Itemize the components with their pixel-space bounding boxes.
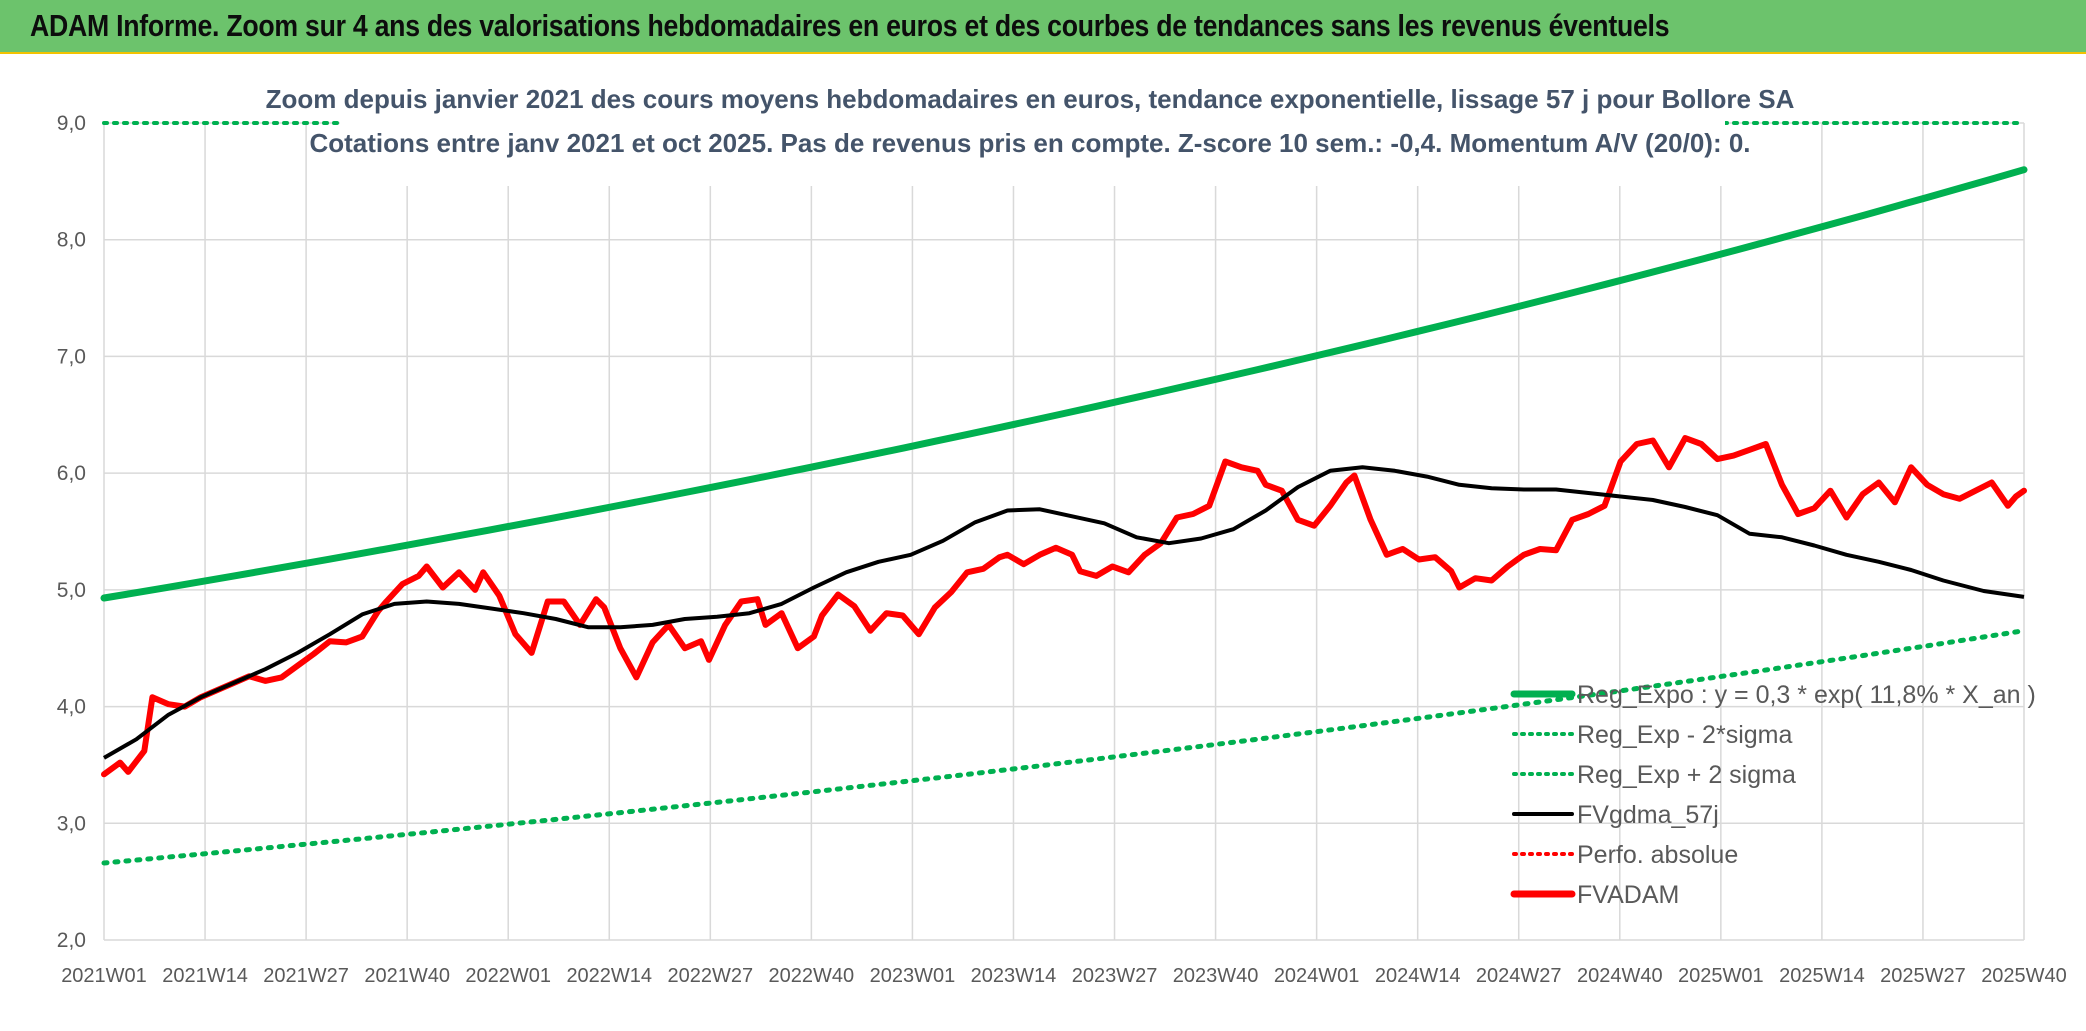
x-tick-label: 2022W01 [465,965,551,987]
y-tick-label: 9,0 [57,112,86,135]
legend-label: FVADAM [1577,881,1679,909]
x-tick-label: 2024W27 [1476,965,1562,987]
x-axis-ticks: 2021W01 2021W14 2021W27 2021W40 2022W01 2022W… [61,965,2067,987]
x-tick-label: 2022W27 [668,965,754,987]
legend-label: Reg_Exp - 2*sigma [1577,721,1792,749]
y-tick-label: 2,0 [57,929,86,952]
x-tick-label: 2025W40 [1981,965,2067,987]
report-title: ADAM Informe. Zoom sur 4 ans des valoris… [30,8,1670,43]
x-tick-label: 2021W01 [61,965,147,987]
x-tick-label: 2021W27 [263,965,349,987]
x-tick-label: 2023W14 [971,965,1057,987]
legend-label: FVgdma_57j [1577,801,1719,829]
legend-label: Reg_Expo : y = 0,3 * exp( 11,8% * X_an ) [1577,681,2036,709]
title-banner: ADAM Informe. Zoom sur 4 ans des valoris… [0,0,2086,54]
x-tick-label: 2021W14 [162,965,248,987]
y-tick-label: 3,0 [57,812,86,835]
x-tick-label: 2023W40 [1173,965,1259,987]
series-reg-expo [100,166,2028,602]
x-tick-label: 2025W01 [1678,965,1764,987]
y-tick-label: 4,0 [57,696,86,719]
x-tick-label: 2023W01 [870,965,956,987]
x-tick-label: 2021W40 [364,965,450,987]
x-tick-label: 2024W40 [1577,965,1663,987]
y-axis-ticks: 2,0 3,0 4,0 5,0 6,0 7,0 8,0 9,0 [57,112,86,952]
x-tick-label: 2025W27 [1880,965,1966,987]
subtitle-backdrop [340,76,1725,186]
x-tick-label: 2024W01 [1274,965,1360,987]
gridlines [103,122,2025,941]
legend: Reg_Expo : y = 0,3 * exp( 11,8% * X_an )… [1510,681,2036,909]
series-fvadam [101,435,2027,778]
x-tick-label: 2023W27 [1072,965,1158,987]
y-tick-label: 8,0 [57,229,86,252]
legend-label: Perfo. absolue [1577,841,1738,869]
chart-title: Zoom depuis janvier 2021 des cours moyen… [266,84,1795,114]
x-tick-label: 2022W14 [566,965,652,987]
x-tick-label: 2025W14 [1779,965,1865,987]
y-tick-label: 5,0 [57,579,86,602]
legend-label: Reg_Exp + 2 sigma [1577,761,1796,789]
chart-subtitle: Cotations entre janv 2021 et oct 2025. P… [309,128,1750,158]
x-tick-label: 2022W40 [769,965,855,987]
x-tick-label: 2024W14 [1375,965,1461,987]
y-tick-label: 6,0 [57,462,86,485]
series-reg-exp-minus-2-sigma [101,628,2027,866]
series-fvgdma-57j [103,465,2025,760]
series-layer [100,121,2028,866]
y-tick-label: 7,0 [57,345,86,368]
chart: 2,03,04,05,06,07,08,09,0 2021W01 2021W14 2… [57,76,2067,987]
